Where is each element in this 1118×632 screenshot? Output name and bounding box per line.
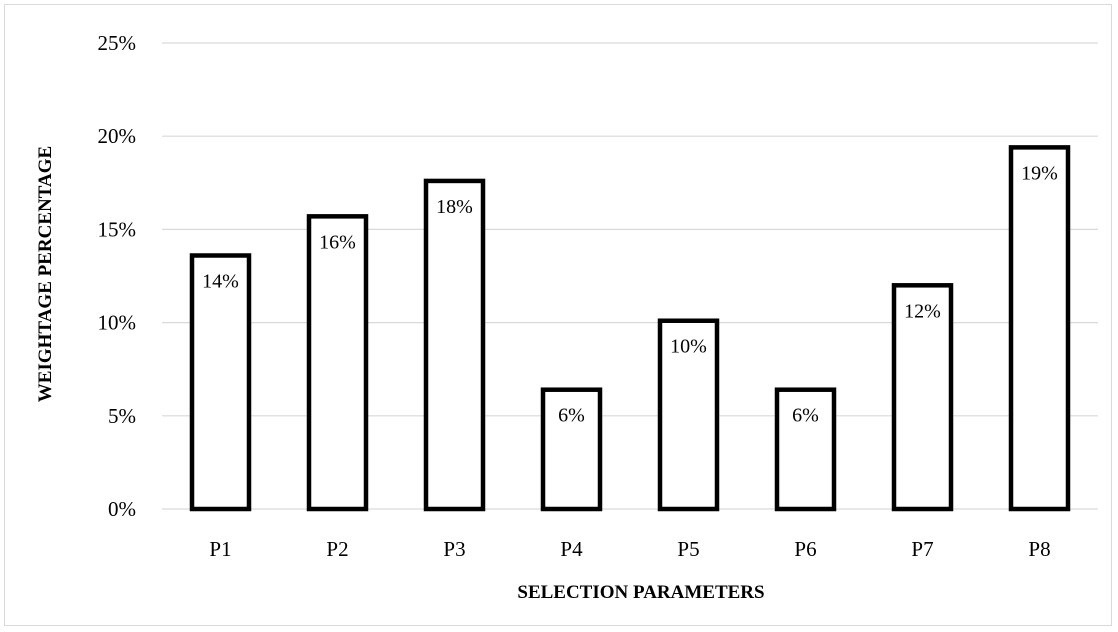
- data-label-p1: 14%: [202, 270, 239, 292]
- data-label-p5: 10%: [670, 336, 707, 358]
- bar-p2: [306, 214, 369, 512]
- data-label-p8: 19%: [1021, 162, 1058, 184]
- bar-p7: [891, 283, 954, 512]
- x-tick-label: P5: [677, 537, 699, 561]
- data-label-p7: 12%: [904, 300, 941, 322]
- x-tick-label: P4: [560, 537, 583, 561]
- data-label-p6: 6%: [792, 405, 819, 427]
- y-tick-label: 10%: [98, 311, 137, 335]
- data-label-p2: 16%: [319, 231, 356, 253]
- bars: [189, 145, 1071, 512]
- bar-p6: [774, 387, 837, 512]
- y-tick-label: 0%: [108, 497, 136, 521]
- x-tick-label: P6: [794, 537, 816, 561]
- bar-p1: [189, 253, 252, 512]
- y-tick-label: 15%: [98, 217, 137, 241]
- y-tick-label: 5%: [108, 404, 136, 428]
- bar-p5: [657, 318, 720, 512]
- bar-p8: [1008, 145, 1071, 512]
- y-axis-title: WEIGHTAGE PERCENTAGE: [35, 146, 56, 402]
- bar-p3: [423, 178, 486, 512]
- data-labels: 14% 16% 18% 6% 10% 6% 12% 19%: [202, 162, 1058, 426]
- x-tick-label: P7: [911, 537, 933, 561]
- y-axis-ticks: 0% 5% 10% 15% 20% 25%: [98, 31, 137, 521]
- x-axis-title: SELECTION PARAMETERS: [517, 582, 764, 603]
- y-tick-label: 25%: [98, 31, 137, 55]
- x-axis-ticks: P1 P2 P3 P4 P5 P6 P7 P8: [209, 537, 1050, 561]
- x-tick-label: P2: [326, 537, 348, 561]
- x-tick-label: P1: [209, 537, 231, 561]
- gridlines: [162, 42, 1098, 510]
- data-label-p3: 18%: [436, 196, 473, 218]
- data-label-p4: 6%: [558, 405, 585, 427]
- x-tick-label: P8: [1028, 537, 1050, 561]
- x-tick-label: P3: [443, 537, 465, 561]
- bar-p4: [540, 387, 603, 512]
- y-tick-label: 20%: [98, 124, 137, 148]
